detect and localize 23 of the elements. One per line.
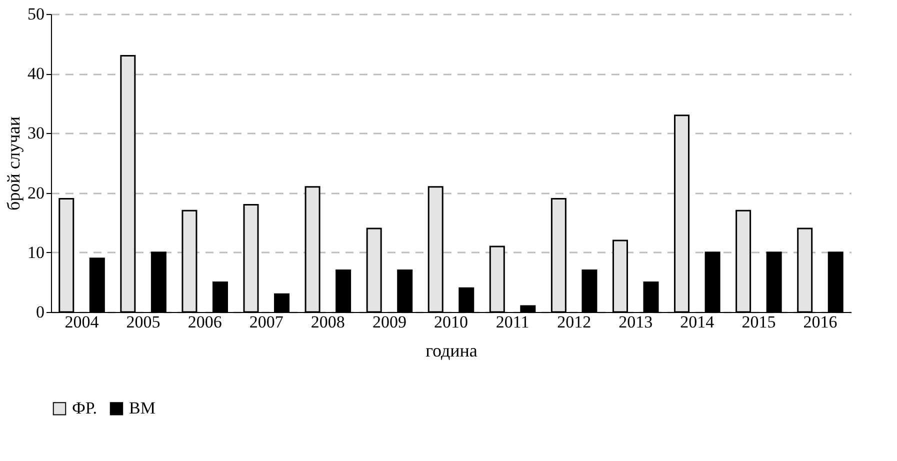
x-tick-label: 2008 — [310, 312, 345, 332]
x-tick-label: 2014 — [680, 312, 715, 332]
legend-label: ВМ — [129, 398, 156, 418]
y-axis-title: брой случаи — [4, 116, 24, 210]
y-tick-label: 10 — [28, 242, 44, 262]
x-tick-label: 2011 — [496, 312, 530, 332]
x-tick-label: 2007 — [249, 312, 284, 332]
x-tick-label: 2010 — [434, 312, 468, 332]
x-tick-label: 2009 — [372, 312, 406, 332]
y-tick-label: 30 — [28, 124, 44, 143]
y-tick-label: 40 — [28, 64, 44, 84]
x-tick-label: 2004 — [64, 312, 100, 332]
legend-label: ФР. — [72, 398, 98, 418]
x-tick-label: 2016 — [803, 312, 838, 332]
x-axis-title: година — [426, 340, 478, 360]
x-tick-label: 2012 — [557, 312, 592, 332]
x-tick-label: 2005 — [126, 312, 160, 332]
y-tick-label: 0 — [36, 302, 44, 322]
y-tick-label: 50 — [28, 4, 44, 24]
x-tick-label: 2015 — [742, 312, 776, 332]
x-tick-label: 2006 — [188, 312, 222, 332]
x-tick-label: 2013 — [618, 312, 653, 332]
y-tick-label: 20 — [28, 183, 44, 202]
